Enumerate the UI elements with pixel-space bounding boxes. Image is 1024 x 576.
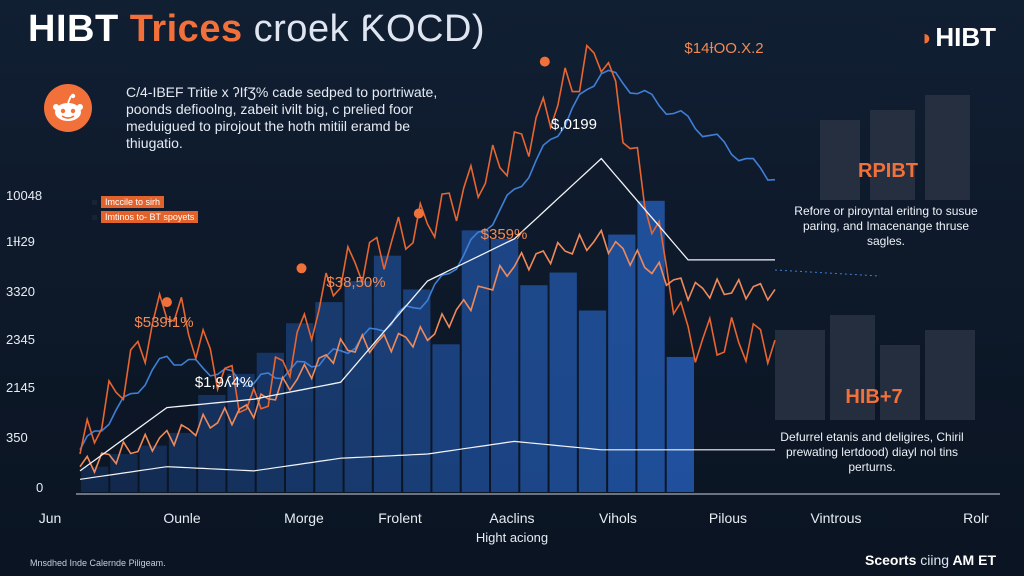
x-tick-label: Frolent (378, 510, 422, 526)
title-part-1: HIBT (28, 8, 119, 50)
peak-marker (539, 56, 550, 67)
y-tick-label: 2345 (6, 332, 35, 347)
background-building (925, 330, 975, 420)
peak-label: $,0199 (551, 116, 597, 133)
x-tick-label: Pilous (708, 510, 748, 526)
volume-bar (461, 230, 489, 493)
background-building (870, 110, 915, 200)
series-line (79, 228, 776, 475)
volume-bar (520, 285, 548, 492)
volume-bar (286, 323, 314, 492)
background-building (820, 120, 860, 200)
legend-item: Imccile to sirh (92, 196, 222, 208)
volume-bar (666, 356, 694, 492)
gauge-icon: ◑ (918, 24, 932, 50)
y-tick-label: 1ƗƗ29 (6, 234, 35, 249)
volume-bar (403, 289, 431, 492)
peak-marker (296, 263, 307, 274)
card-title: RPIBT (858, 160, 918, 182)
volume-bar (198, 394, 226, 492)
volume-bar (637, 200, 665, 492)
x-tick-label: Rolr (963, 510, 989, 526)
volume-bar (608, 234, 636, 492)
footer-brand: Sceorts ciing AM ET (865, 552, 996, 568)
volume-bar (549, 272, 577, 492)
x-tick-label: Aaclins (489, 510, 535, 526)
background-building (830, 315, 875, 420)
title-part-2: Trices (129, 8, 243, 50)
peak-label: $38,50% (326, 274, 386, 291)
peak-label: $14ƗOO.X.2 (684, 40, 764, 57)
title-part-3: croek ƘOCD) (253, 8, 486, 50)
y-tick-label: 350 (6, 430, 28, 445)
series-line (79, 157, 775, 472)
x-tick-label: Ounle (163, 510, 201, 526)
x-tick-label: Vintrous (810, 510, 862, 526)
x-tick-label: Morge (284, 510, 324, 526)
card-text: Refore or piroyntal eriting to susue par… (794, 204, 978, 248)
y-tick-label: 10048 (6, 188, 43, 203)
legend-item: Imtinos to- BT spoyets (92, 211, 222, 223)
volume-bar (432, 344, 460, 492)
peak-label: $1,9ʎ4% (194, 374, 254, 391)
page-title: HIBT Trices croek ƘOCD) (28, 8, 485, 51)
y-tick-label: 0 (36, 480, 44, 495)
volume-bar (491, 238, 519, 492)
volume-bar (373, 255, 402, 492)
brand-name: HIBT (935, 22, 996, 52)
x-tick-label: Jun (38, 510, 62, 526)
volume-bar (315, 302, 343, 492)
series-line (79, 440, 775, 480)
brand-logo: ◑ HIBT (918, 22, 996, 53)
background-building (925, 95, 970, 200)
volume-bar (578, 310, 607, 492)
y-tick-label: 2145 (6, 380, 35, 395)
card-title: HIB+7 (845, 386, 903, 408)
trend-extension (774, 269, 881, 277)
series-line (79, 43, 776, 455)
peak-marker (161, 297, 172, 308)
x-tick-label: Vihols (599, 510, 637, 526)
peak-label: $539Ɨ1% (134, 314, 194, 331)
x-axis-label: Hight aciong (475, 530, 549, 545)
intro-text: C/4-IBEF Tritie x ʔIfƷ% cade sedped to p… (126, 84, 438, 151)
volume-bar (344, 281, 372, 492)
background-building (775, 330, 825, 420)
background-building (880, 345, 920, 420)
volume-bar (227, 373, 255, 492)
card-text: Defurrel etanis and deligires, Chiril pr… (780, 430, 964, 474)
reddit-alien-icon (44, 84, 92, 132)
y-tick-label: 3320 (6, 284, 35, 299)
chart-legend: Imccile to sirh Imtinos to- BT spoyets (92, 196, 222, 226)
footer-caption: Mnsdhed Inde Calernde Piligeam. (30, 558, 166, 568)
peak-label: $359% (480, 226, 528, 243)
peak-marker (413, 208, 424, 219)
